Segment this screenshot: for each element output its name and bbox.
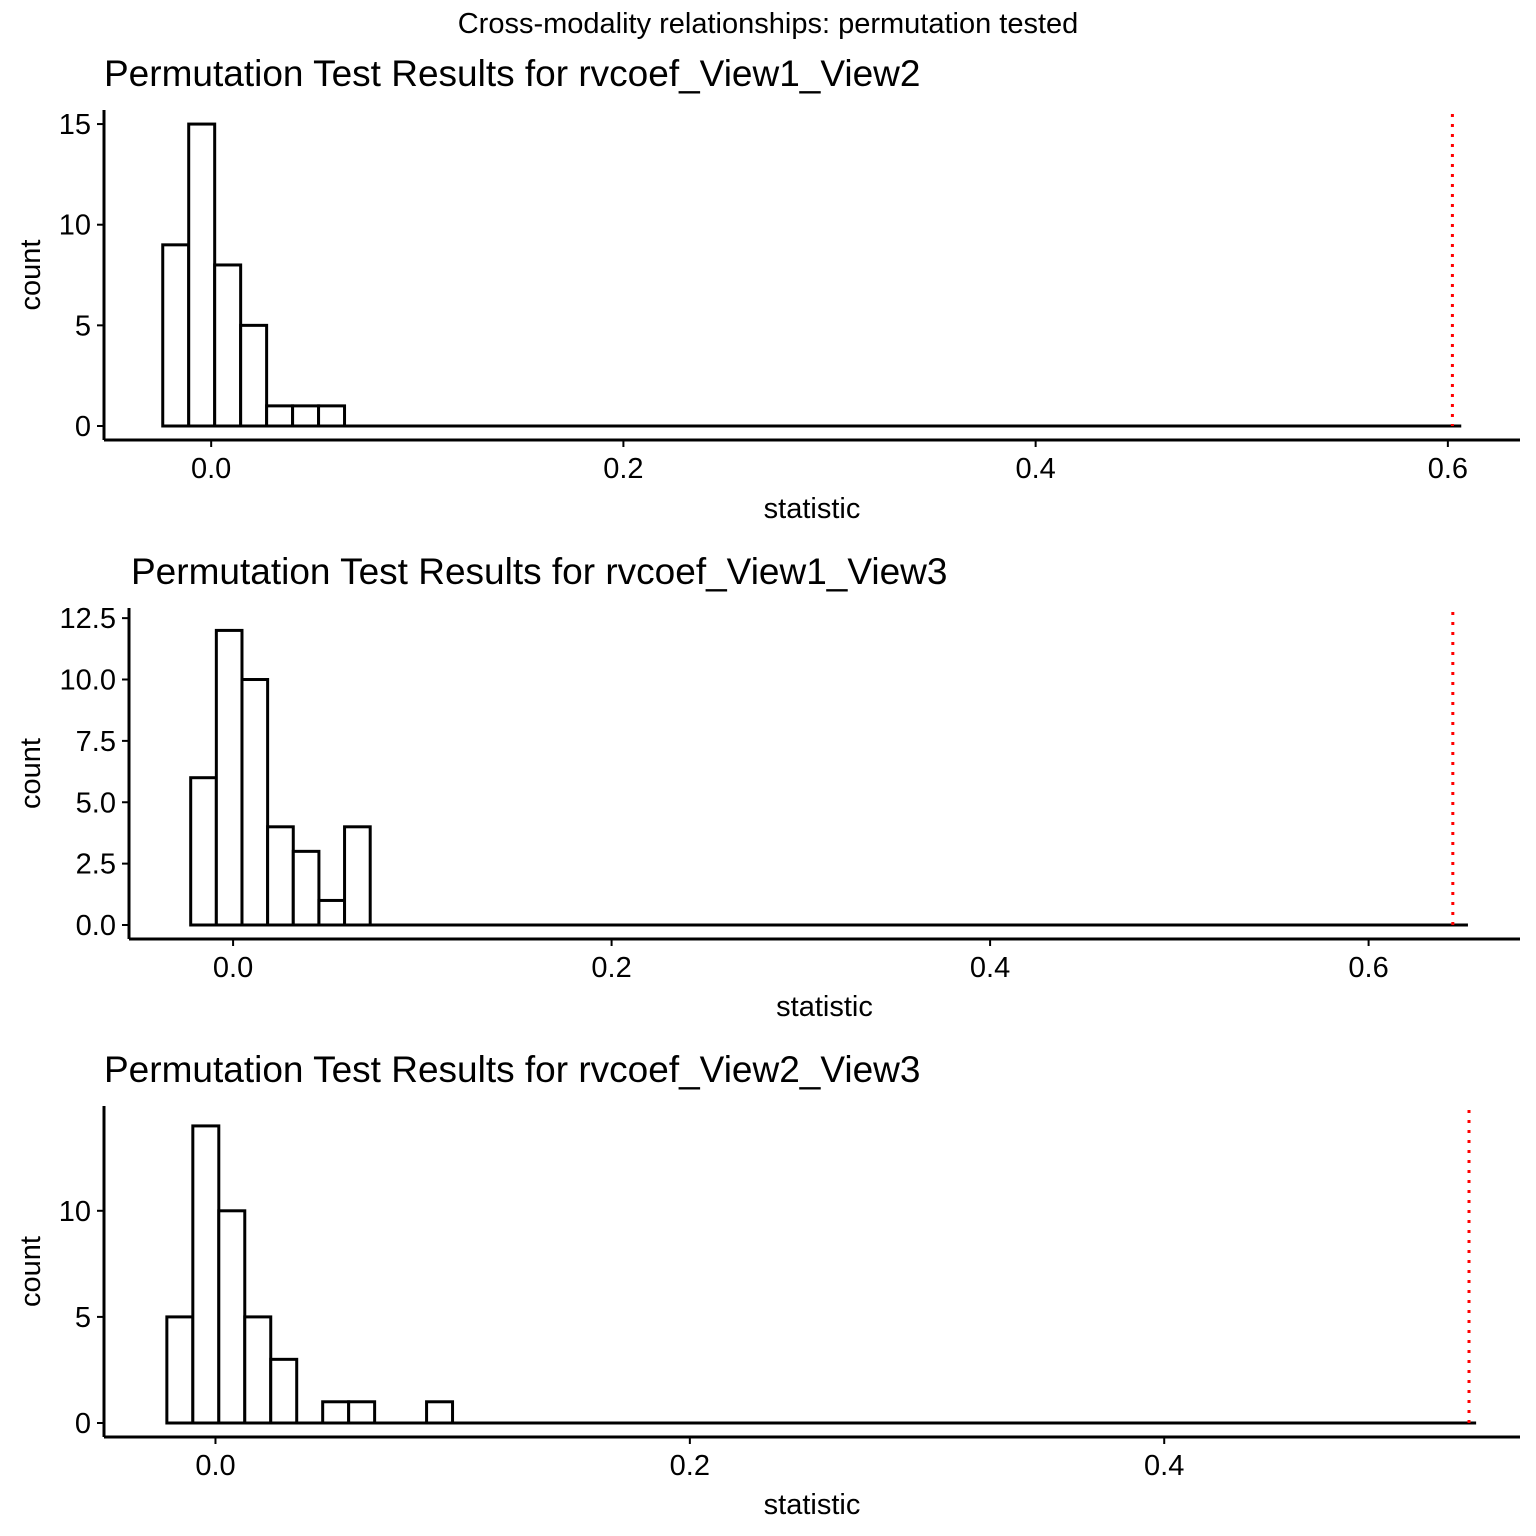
y-tick-label: 10.0 [60, 665, 116, 697]
y-axis-label: count [15, 240, 47, 311]
y-tick-label: 0 [75, 411, 91, 443]
x-tick-label: 0.0 [213, 952, 253, 984]
histogram-bar [265, 404, 295, 428]
x-tick-label: 0.4 [970, 952, 1010, 984]
x-axis-label: statistic [764, 1489, 861, 1521]
y-tick-label: 5.0 [76, 787, 116, 819]
histogram-bar [187, 122, 217, 428]
panel-title: Permutation Test Results for rvcoef_View… [104, 1049, 920, 1090]
y-tick-label: 15 [59, 109, 91, 141]
x-axis-label: statistic [776, 991, 873, 1023]
figure-title: Cross-modality relationships: permutatio… [458, 8, 1079, 40]
x-tick-label: 0.2 [591, 952, 631, 984]
x-tick-label: 0.6 [1348, 952, 1388, 984]
histogram-bar [291, 849, 321, 927]
x-tick-label: 0.4 [1015, 453, 1055, 485]
histogram-bar [266, 825, 295, 927]
panel-title: Permutation Test Results for rvcoef_View… [131, 551, 947, 592]
panel-title: Permutation Test Results for rvcoef_View… [104, 53, 920, 94]
histogram-bar [343, 825, 372, 927]
histogram-bar [243, 1315, 273, 1425]
histogram-bar [217, 1209, 247, 1425]
y-tick-label: 5 [75, 310, 91, 342]
x-tick-label: 0.4 [1144, 1450, 1184, 1482]
histogram-bar [213, 263, 243, 428]
histogram-bar [269, 1357, 299, 1425]
y-tick-label: 0.0 [76, 910, 116, 942]
y-tick-label: 10 [59, 210, 91, 242]
histogram-panel-2: Permutation Test Results for rvcoef_View… [15, 551, 1520, 1023]
y-axis-label: count [15, 738, 47, 809]
histogram-bar [317, 404, 347, 428]
y-tick-label: 2.5 [76, 849, 116, 881]
histogram-bar [214, 628, 244, 927]
x-tick-label: 0.2 [603, 453, 643, 485]
histogram-bar [425, 1400, 455, 1425]
histogram-bar [317, 898, 347, 927]
x-axis-label: statistic [764, 493, 861, 525]
histogram-panel-1: Permutation Test Results for rvcoef_View… [15, 53, 1520, 525]
y-axis-label: count [15, 1236, 47, 1307]
histogram-bar [191, 1124, 221, 1425]
histogram-bar [239, 323, 269, 428]
y-tick-label: 5 [75, 1302, 91, 1334]
histogram-bar [321, 1400, 351, 1425]
y-tick-label: 12.5 [60, 603, 116, 635]
histogram-bar [347, 1400, 377, 1425]
histogram-bar [165, 1315, 195, 1425]
x-tick-label: 0.2 [670, 1450, 710, 1482]
x-tick-label: 0.0 [191, 453, 231, 485]
y-tick-label: 7.5 [76, 726, 116, 758]
y-tick-label: 0 [75, 1408, 91, 1440]
x-tick-label: 0.6 [1428, 453, 1468, 485]
y-tick-label: 10 [59, 1196, 91, 1228]
histogram-bar [161, 243, 191, 428]
histogram-bar [240, 678, 270, 927]
x-tick-label: 0.0 [195, 1450, 235, 1482]
histogram-bar [291, 404, 321, 428]
histogram-panel-3: Permutation Test Results for rvcoef_View… [15, 1049, 1520, 1521]
histogram-bar [189, 776, 218, 927]
